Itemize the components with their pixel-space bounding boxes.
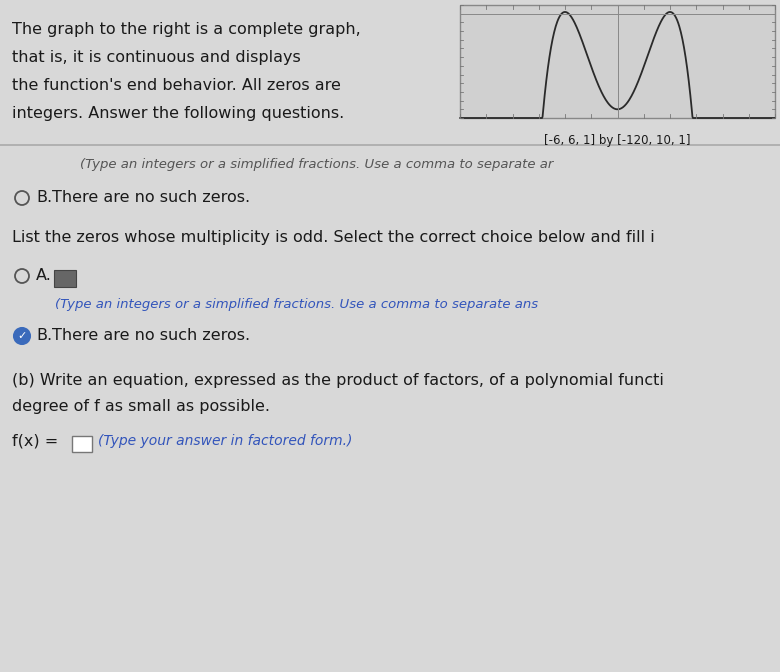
Text: degree of f as small as possible.: degree of f as small as possible.: [12, 399, 270, 414]
Text: The graph to the right is a complete graph,: The graph to the right is a complete gra…: [12, 22, 360, 37]
Text: that is, it is continuous and displays: that is, it is continuous and displays: [12, 50, 301, 65]
Text: List the zeros whose multiplicity is odd. Select the correct choice below and fi: List the zeros whose multiplicity is odd…: [12, 230, 654, 245]
Text: (Type your answer in factored form.): (Type your answer in factored form.): [98, 434, 353, 448]
Text: ✓: ✓: [17, 331, 27, 341]
Bar: [460, 5, 775, 118]
Text: (Type an integers or a simplified fractions. Use a comma to separate ans: (Type an integers or a simplified fracti…: [55, 298, 538, 311]
Text: integers. Answer the following questions.: integers. Answer the following questions…: [12, 106, 344, 121]
Circle shape: [14, 328, 30, 344]
Bar: [54, 270, 76, 287]
Text: f(x) =: f(x) =: [12, 434, 58, 449]
Text: (b) Write an equation, expressed as the product of factors, of a polynomial func: (b) Write an equation, expressed as the …: [12, 373, 664, 388]
Text: the function's end behavior. All zeros are: the function's end behavior. All zeros a…: [12, 78, 341, 93]
Text: There are no such zeros.: There are no such zeros.: [52, 328, 250, 343]
Text: B.: B.: [36, 328, 52, 343]
Bar: [72, 436, 92, 452]
Text: B.: B.: [36, 190, 52, 205]
Text: [-6, 6, 1] by [-120, 10, 1]: [-6, 6, 1] by [-120, 10, 1]: [544, 134, 691, 147]
Text: (Type an integers or a simplified fractions. Use a comma to separate ar: (Type an integers or a simplified fracti…: [80, 158, 553, 171]
Text: A.: A.: [36, 268, 52, 283]
Text: There are no such zeros.: There are no such zeros.: [52, 190, 250, 205]
